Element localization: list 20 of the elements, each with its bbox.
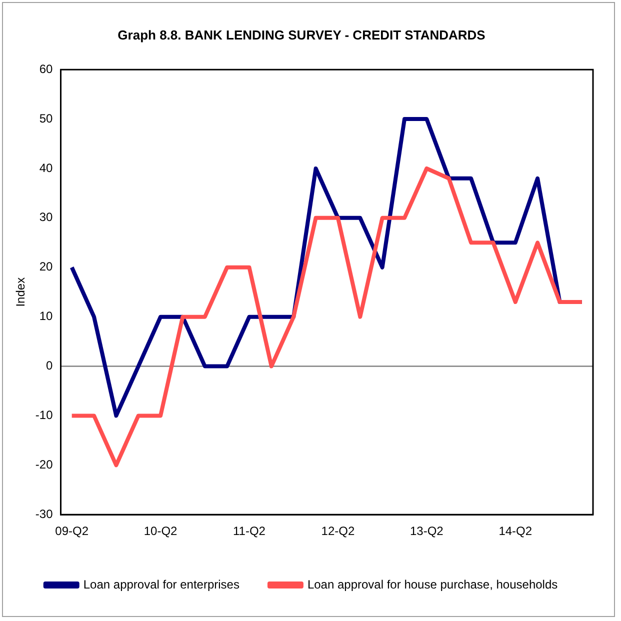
chart-title: Graph 8.8. BANK LENDING SURVEY - CREDIT STANDARDS: [118, 27, 486, 42]
x-tick-label: 13-Q2: [410, 524, 444, 538]
y-tick-label: 30: [39, 210, 54, 224]
y-tick-label: 50: [39, 111, 54, 126]
y-tick-label: 40: [39, 160, 54, 175]
x-tick-label: 11-Q2: [233, 524, 266, 538]
legend-label: Loan approval for house purchase, households: [307, 577, 558, 592]
x-tick-label: 10-Q2: [144, 524, 178, 538]
y-tick-label: 20: [39, 260, 54, 274]
y-tick-label: -30: [35, 506, 54, 521]
y-tick-label: 10: [39, 309, 54, 324]
y-tick-label: -10: [35, 408, 54, 422]
x-tick-label: 14-Q2: [498, 524, 532, 538]
y-tick-label: 60: [39, 62, 54, 76]
y-tick-label: -20: [35, 457, 54, 472]
y-tick-label: 0: [46, 358, 54, 373]
legend-label: Loan approval for enterprises: [83, 577, 240, 592]
y-axis-title: Index: [14, 277, 28, 307]
x-tick-label: 12-Q2: [321, 524, 355, 538]
x-tick-label: 09-Q2: [55, 524, 89, 538]
